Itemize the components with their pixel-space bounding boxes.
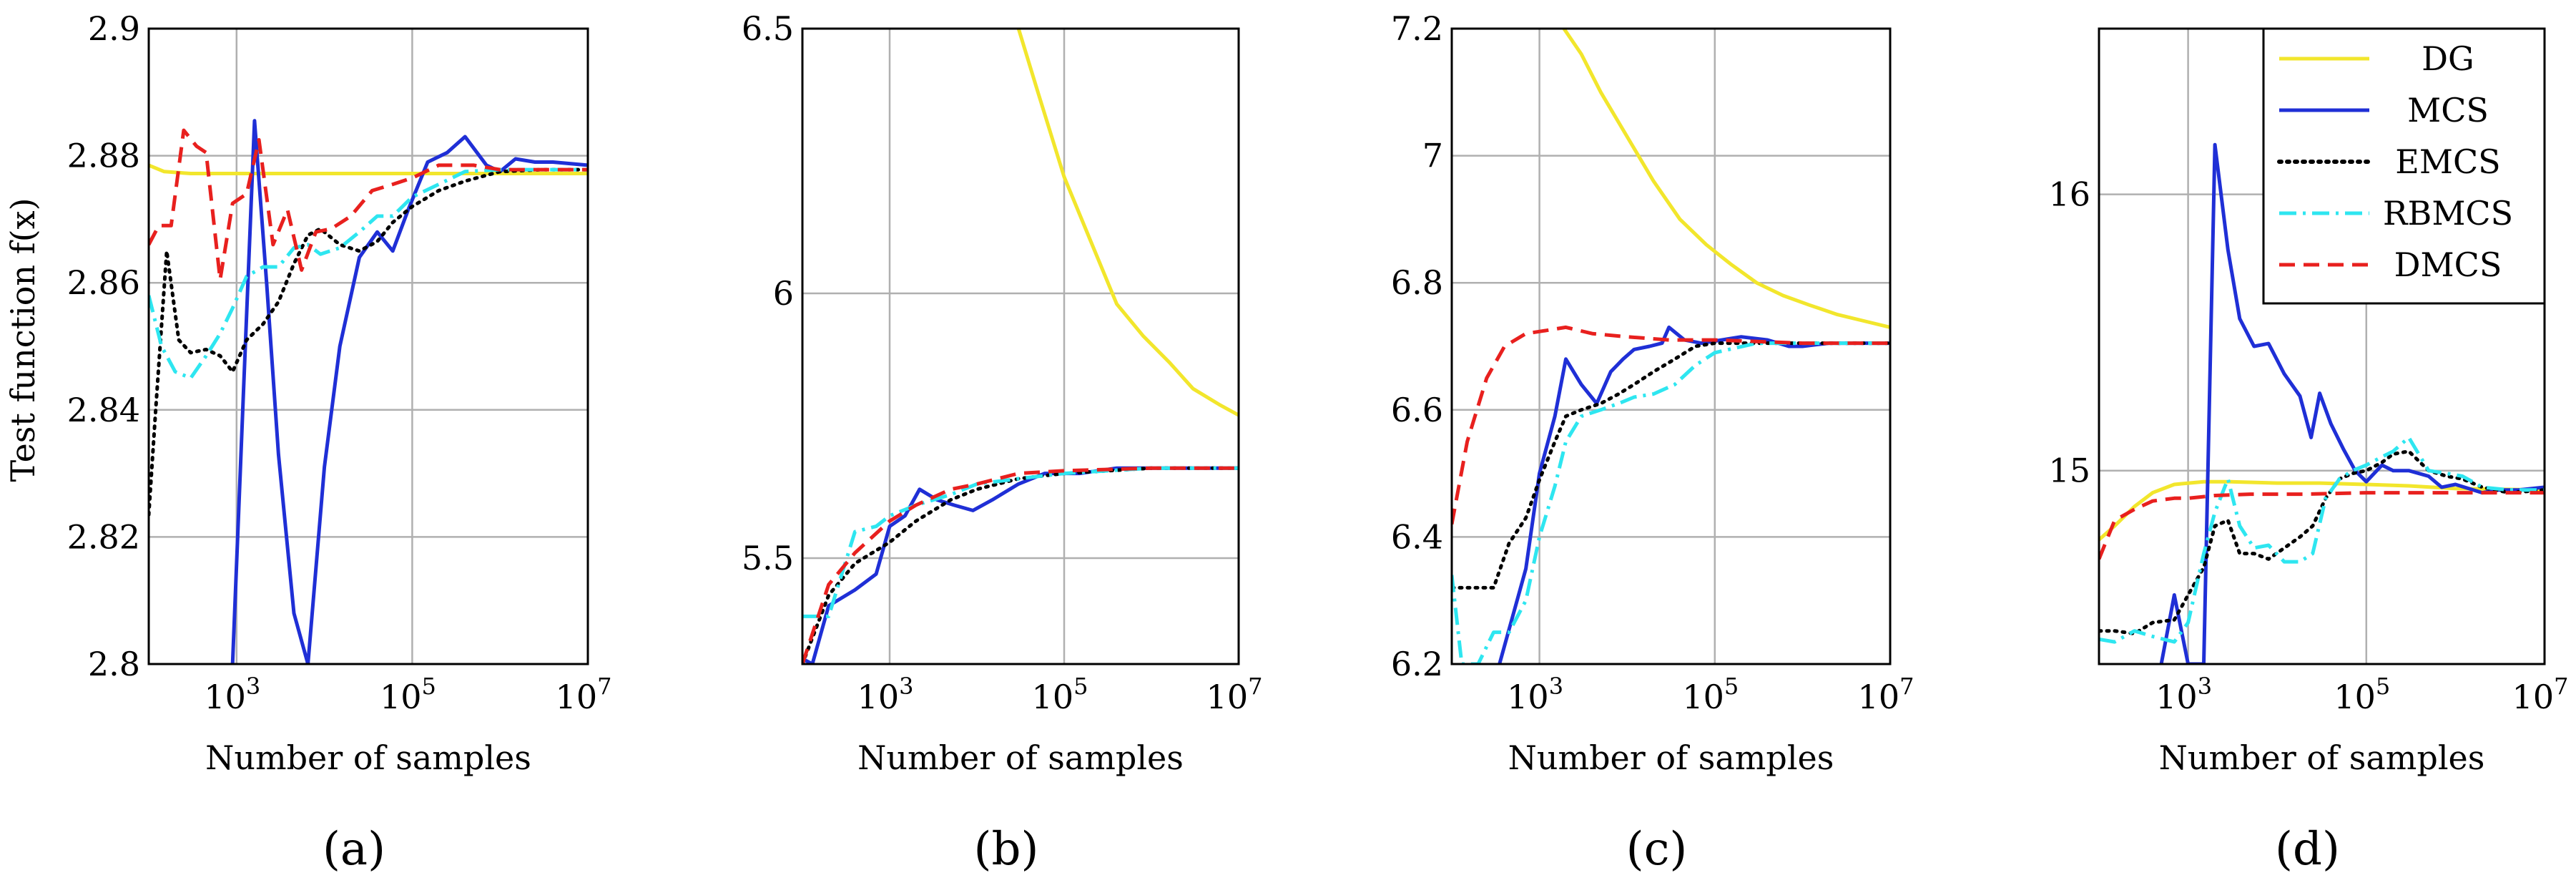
panel-label: (a)	[323, 823, 385, 876]
x-axis-label: Number of samples	[1508, 738, 1834, 777]
series-mcs-line	[230, 119, 588, 664]
x-tick-label: 107	[2512, 673, 2569, 716]
series-group	[149, 119, 588, 664]
x-tick-label: 103	[857, 673, 914, 716]
y-axis-label: Test function f(x)	[4, 197, 42, 482]
x-tick-label: 107	[556, 673, 612, 716]
x-tick-label: 105	[380, 673, 436, 716]
y-tick-label: 2.86	[67, 263, 140, 302]
panels: 2.8 2.82 2.84 2.86 2.88 2.9 103 105 107 Number of…	[67, 9, 2569, 876]
y-tick-label: 2.9	[88, 9, 140, 48]
y-tick-label: 15	[2048, 452, 2090, 490]
y-tick-label: 6.6	[1391, 391, 1443, 429]
y-tick-label: 5.5	[742, 539, 794, 577]
x-tick-label: 105	[2334, 673, 2390, 716]
series-dg-line	[1562, 29, 1890, 329]
series-dmcs-line	[1452, 325, 1890, 525]
legend-label-rbmcs: RBMCS	[2383, 194, 2513, 233]
x-tick-label: 103	[2155, 673, 2212, 716]
panel-label: (d)	[2275, 823, 2340, 876]
y-tick-label: 7	[1422, 137, 1443, 175]
y-tick-label: 6.5	[742, 9, 794, 48]
x-tick-label: 107	[1206, 673, 1263, 716]
x-tick-label: 103	[1507, 673, 1563, 716]
legend-label-mcs: MCS	[2407, 91, 2489, 130]
series-group	[802, 29, 1239, 664]
series-dg-line	[1016, 29, 1239, 417]
x-tick-label: 103	[204, 673, 260, 716]
panel-a: 2.8 2.82 2.84 2.86 2.88 2.9 103 105 107 Number of…	[67, 9, 612, 876]
panel-label: (b)	[974, 823, 1039, 876]
series-emcs-line	[1452, 341, 1890, 590]
series-dg-line	[149, 163, 588, 175]
series-mcs-line	[1498, 325, 1890, 664]
legend-box	[2262, 27, 2546, 305]
series-emcs-line	[802, 466, 1239, 664]
x-axis-label: Number of samples	[2159, 738, 2485, 777]
series-dmcs-line	[149, 128, 588, 282]
plot-frame	[1450, 27, 1892, 665]
series-dmcs-line	[2099, 491, 2545, 560]
series-dg-line	[2099, 479, 2545, 542]
series-emcs-line	[149, 167, 588, 517]
series-dmcs-line	[802, 466, 1239, 664]
panel-b: 5.5 6 6.5 103 105 107 Number of samples (b)	[742, 9, 1263, 876]
legend-label-emcs: EMCS	[2395, 142, 2500, 181]
x-axis-label: Number of samples	[205, 738, 531, 777]
y-tick-label: 6.2	[1391, 645, 1443, 683]
y-tick-label: 6.8	[1391, 263, 1443, 302]
y-tick-label: 6	[773, 274, 794, 313]
series-group	[1452, 29, 1890, 664]
panel-label: (c)	[1626, 823, 1688, 876]
y-tick-label: 2.8	[88, 645, 140, 683]
x-tick-label: 107	[1858, 673, 1914, 716]
series-emcs-line	[2099, 449, 2545, 635]
y-tick-label: 2.84	[67, 391, 140, 429]
legend-label-dmcs: DMCS	[2394, 245, 2502, 284]
series-rbmcs-line	[2099, 435, 2545, 644]
y-tick-label: 2.82	[67, 517, 140, 556]
series-mcs-line	[802, 466, 1239, 664]
legend-label-dg: DG	[2422, 39, 2474, 78]
x-tick-label: 105	[1682, 673, 1739, 716]
series-rbmcs-line	[802, 466, 1239, 618]
y-tick-label: 7.2	[1391, 9, 1443, 48]
series-group	[2099, 142, 2545, 664]
panel-c: 6.2 6.4 6.6 6.8 7 7.2 103 105 107 Number of sampl…	[1391, 9, 1914, 876]
y-tick-label: 6.4	[1391, 517, 1443, 556]
x-axis-label: Number of samples	[857, 738, 1184, 777]
series-rbmcs-line	[149, 167, 588, 380]
series-mcs-line	[2159, 142, 2545, 664]
plot-frame	[801, 27, 1240, 665]
x-tick-label: 105	[1032, 673, 1088, 716]
y-tick-label: 16	[2048, 175, 2090, 214]
plot-frame	[147, 27, 589, 665]
series-rbmcs-line	[1452, 341, 1890, 664]
y-tick-label: 2.88	[67, 137, 140, 175]
legend: DG MCS EMCS RBMCS DMCS	[2262, 27, 2546, 305]
